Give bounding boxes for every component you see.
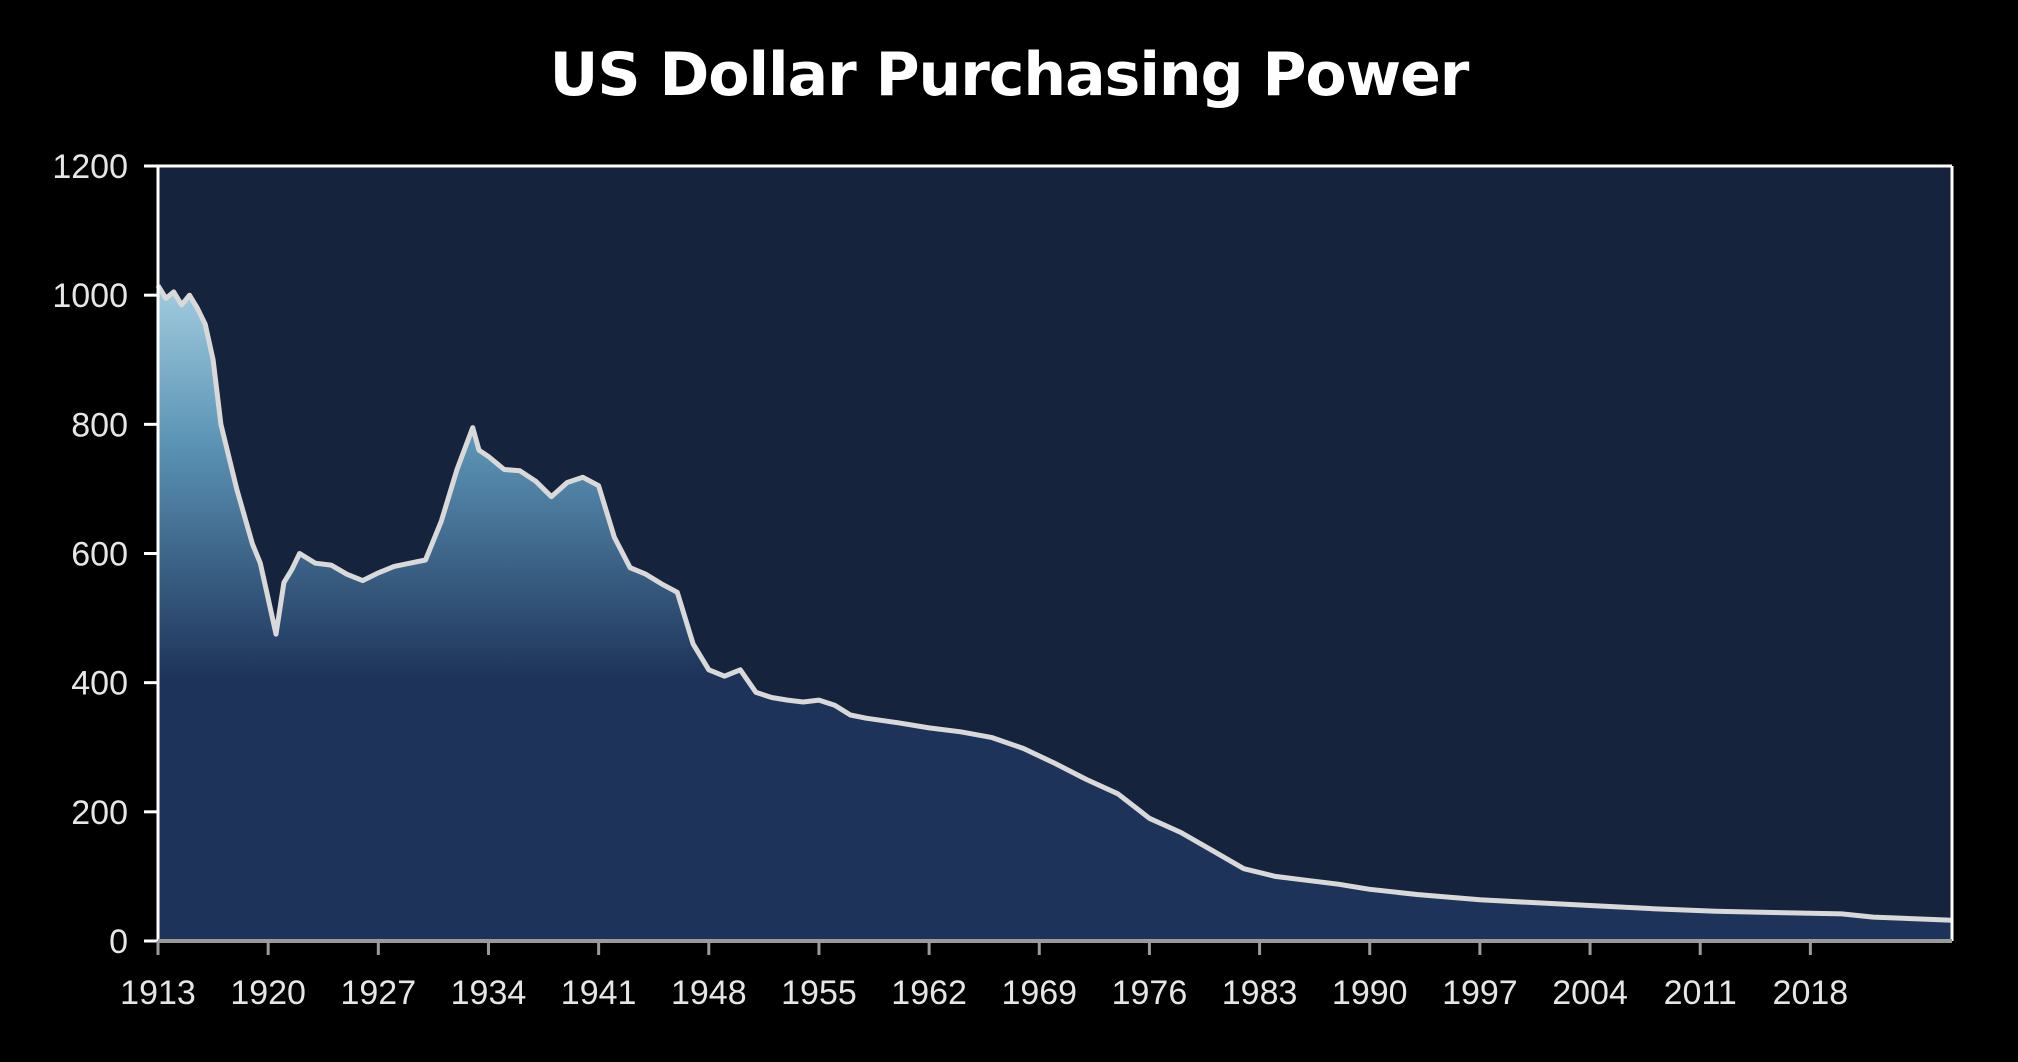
y-tick-label: 0 bbox=[109, 923, 128, 961]
x-tick-label: 1976 bbox=[1112, 974, 1188, 1012]
x-tick-label: 1913 bbox=[120, 974, 196, 1012]
y-tick-label: 1200 bbox=[52, 148, 128, 186]
x-tick-label: 1927 bbox=[340, 974, 416, 1012]
y-tick-label: 800 bbox=[71, 406, 128, 444]
x-tick-label: 1990 bbox=[1332, 974, 1408, 1012]
y-tick-label: 200 bbox=[71, 794, 128, 832]
x-tick-label: 2011 bbox=[1664, 974, 1737, 1012]
y-tick-label: 400 bbox=[71, 665, 128, 703]
chart-title: US Dollar Purchasing Power bbox=[549, 40, 1470, 110]
x-tick-label: 1983 bbox=[1222, 974, 1298, 1012]
series-line bbox=[155, 284, 1953, 923]
x-tick-label: 1955 bbox=[781, 974, 857, 1012]
x-tick-label: 1920 bbox=[230, 974, 306, 1012]
x-tick-label: 1962 bbox=[891, 974, 967, 1012]
x-tick-label: 1948 bbox=[671, 974, 747, 1012]
x-tick-label: 1969 bbox=[1001, 974, 1077, 1012]
y-tick-label: 1000 bbox=[52, 277, 128, 315]
x-tick-label: 1941 bbox=[561, 974, 637, 1012]
x-tick-label: 1997 bbox=[1442, 974, 1518, 1012]
y-tick-label: 600 bbox=[71, 536, 128, 574]
x-tick-label: 1934 bbox=[451, 974, 527, 1012]
area-fill bbox=[158, 285, 1952, 941]
x-tick-label: 2018 bbox=[1773, 974, 1849, 1012]
x-tick-label: 2004 bbox=[1552, 974, 1628, 1012]
